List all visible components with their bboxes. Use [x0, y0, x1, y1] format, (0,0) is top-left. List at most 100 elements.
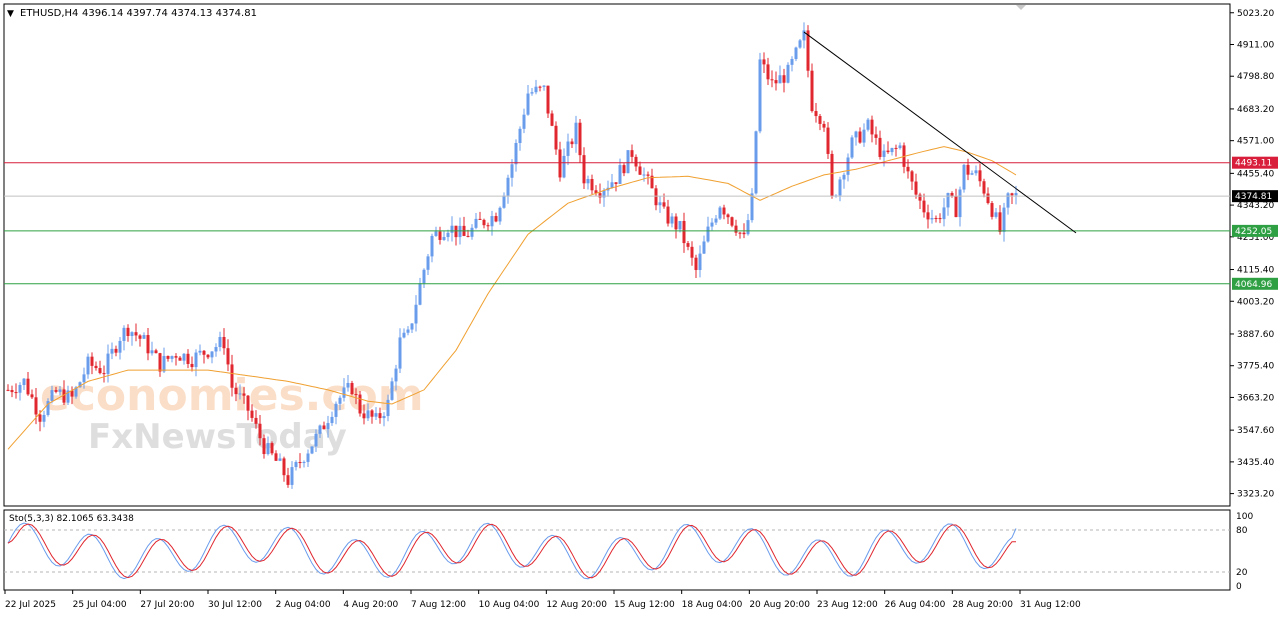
candle — [170, 355, 174, 363]
candle — [530, 88, 534, 96]
price-tick-label: 3435.40 — [1237, 458, 1274, 468]
candle — [166, 355, 170, 362]
candle — [358, 391, 362, 417]
price-tick-label: 5023.20 — [1237, 9, 1274, 19]
candle — [150, 341, 154, 356]
candle-body — [322, 425, 326, 430]
candle — [982, 178, 986, 198]
watermark-sub-text: FxNewsToday — [88, 417, 347, 457]
candle-body — [962, 164, 966, 190]
candle-body — [942, 207, 946, 220]
stochastic-main-line — [7, 522, 1017, 580]
trendline-layer[interactable] — [803, 31, 1077, 234]
candle-body — [630, 150, 634, 157]
candle-body — [62, 389, 66, 403]
price-tick-label: 4003.20 — [1237, 297, 1274, 307]
candle — [382, 412, 386, 427]
moving-average-line — [7, 146, 1017, 450]
candle-body — [934, 218, 938, 220]
support-tag-bg — [1232, 224, 1278, 237]
candle-body — [22, 378, 26, 386]
candle — [370, 409, 374, 424]
candle — [922, 193, 926, 218]
candle — [750, 188, 754, 223]
candle-body — [278, 458, 282, 461]
candle-body — [574, 122, 578, 145]
candle-body — [786, 64, 790, 83]
candle — [42, 410, 46, 428]
candle-body — [974, 170, 978, 174]
candle-body — [690, 246, 694, 258]
candle-body — [206, 354, 210, 358]
candle — [950, 191, 954, 198]
candle-body — [658, 202, 662, 206]
candle — [774, 71, 778, 91]
candle — [262, 434, 266, 459]
candle-body — [618, 165, 622, 184]
candle-body — [542, 85, 546, 87]
candle — [18, 382, 22, 401]
candle — [762, 52, 766, 74]
candle — [550, 110, 554, 127]
candle-body — [666, 206, 670, 224]
chart-menu-icon[interactable]: ▼ — [7, 9, 14, 19]
main-plot-frame — [3, 3, 1231, 507]
candle — [126, 324, 130, 342]
candle — [974, 165, 978, 176]
candle — [954, 188, 958, 218]
candle-body — [166, 355, 170, 359]
candle — [874, 126, 878, 145]
candle — [54, 386, 58, 394]
candle — [314, 429, 318, 452]
candle-body — [290, 467, 294, 485]
candle-body — [254, 417, 258, 424]
time-axis[interactable]: 22 Jul 2025 25 Jul 04:00 27 Jul 20:00 30 Ju… — [4, 590, 1081, 610]
candle — [214, 343, 218, 357]
candle-body — [334, 403, 338, 417]
candle — [826, 122, 830, 160]
candle — [330, 411, 334, 426]
candle-body — [918, 194, 922, 201]
resistance-price-tag: 4493.11 — [1232, 156, 1278, 169]
price-axis[interactable]: 5023.20 4911.00 4798.80 4683.20 4571.00 4455.… — [1230, 9, 1278, 500]
candle-body — [594, 190, 598, 194]
candle-body — [102, 373, 106, 375]
candle — [98, 360, 102, 375]
candle-body — [382, 416, 386, 419]
candle — [198, 344, 202, 356]
candle-body — [850, 137, 854, 158]
candle — [698, 245, 702, 278]
candle-body — [282, 458, 286, 476]
candle-body — [114, 348, 118, 353]
candle-body — [778, 75, 782, 84]
candle-body — [862, 129, 866, 143]
candle-body — [466, 235, 470, 237]
candle — [682, 212, 686, 253]
time-tick-label: 22 Jul 2025 — [5, 600, 56, 610]
candle-body — [694, 257, 698, 271]
candle-body — [250, 410, 254, 418]
candle — [690, 241, 694, 266]
candle-body — [886, 150, 890, 153]
candle-body — [722, 207, 726, 215]
candle — [86, 353, 90, 379]
candle-body — [670, 216, 674, 224]
candle — [154, 348, 158, 354]
candle-body — [710, 222, 714, 227]
chart-shift-icon[interactable] — [1016, 5, 1026, 10]
candle-body — [210, 351, 214, 358]
candle — [766, 57, 770, 85]
candle-body — [882, 150, 886, 157]
candle — [294, 460, 298, 471]
candle — [226, 339, 230, 372]
candle-body — [566, 141, 570, 156]
candle-body — [418, 283, 422, 305]
candle — [958, 186, 962, 227]
candle — [934, 215, 938, 223]
time-tick-label: 27 Jul 20:00 — [140, 600, 194, 610]
candle — [978, 163, 982, 187]
candle — [398, 328, 402, 374]
resistance-tag-bg — [1232, 156, 1278, 169]
